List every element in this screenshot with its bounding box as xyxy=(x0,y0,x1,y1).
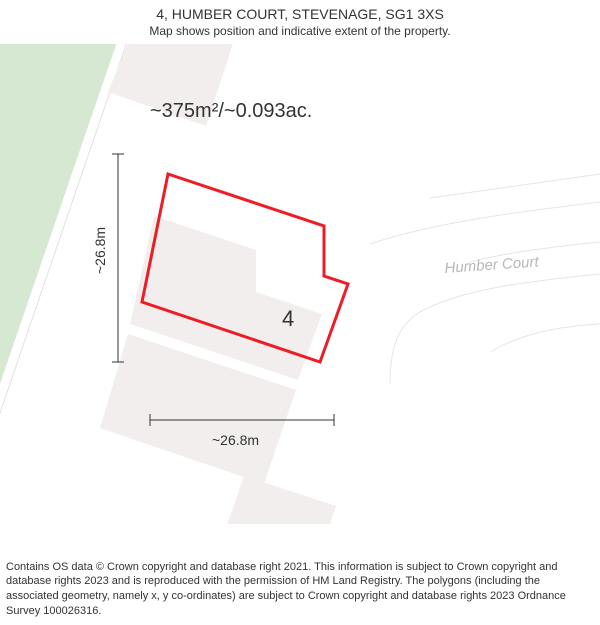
dim-vertical-label: ~26.8m xyxy=(92,227,108,274)
footer-copyright: Contains OS data © Crown copyright and d… xyxy=(6,560,594,619)
header: 4, HUMBER COURT, STEVENAGE, SG1 3XS Map … xyxy=(0,0,600,38)
area-label: ~375m²/~0.093ac. xyxy=(150,100,312,123)
page-subtitle: Map shows position and indicative extent… xyxy=(0,24,600,38)
page-title: 4, HUMBER COURT, STEVENAGE, SG1 3XS xyxy=(0,6,600,22)
map-area: ~375m²/~0.093ac. 4 ~26.8m ~26.8m Humber … xyxy=(0,44,600,524)
page: 4, HUMBER COURT, STEVENAGE, SG1 3XS Map … xyxy=(0,0,600,625)
plot-number: 4 xyxy=(282,306,294,332)
dim-horizontal-label: ~26.8m xyxy=(212,432,259,448)
